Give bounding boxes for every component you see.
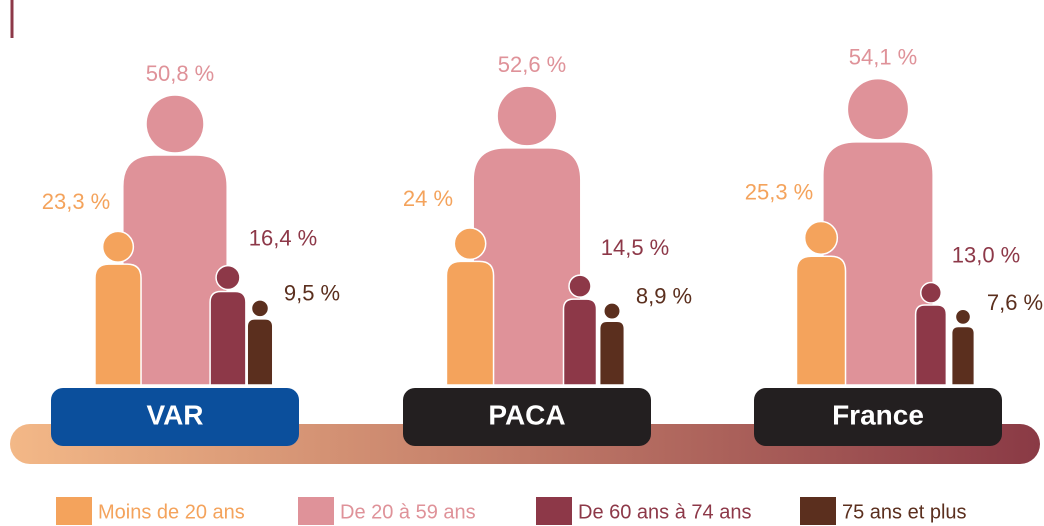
- person-figure: [247, 300, 273, 385]
- value-label: 24 %: [403, 186, 453, 211]
- value-label: 52,6 %: [498, 52, 567, 77]
- value-label: 14,5 %: [601, 235, 670, 260]
- legend-label: De 60 ans à 74 ans: [578, 501, 751, 523]
- person-figure: [952, 309, 975, 385]
- value-label: 16,4 %: [249, 225, 318, 250]
- legend-swatch: [536, 497, 572, 525]
- legend-label: 75 ans et plus: [842, 501, 967, 523]
- value-label: 54,1 %: [849, 44, 918, 69]
- person-figure: [600, 303, 625, 385]
- category-label: VAR: [146, 399, 203, 430]
- value-label: 7,6 %: [987, 290, 1043, 315]
- value-label: 8,9 %: [636, 284, 692, 309]
- value-label: 23,3 %: [42, 189, 111, 214]
- legend-label: De 20 à 59 ans: [340, 501, 476, 523]
- legend-label: Moins de 20 ans: [98, 501, 245, 523]
- category-label: PACA: [488, 399, 565, 430]
- value-label: 9,5 %: [284, 281, 340, 306]
- value-label: 25,3 %: [745, 179, 814, 204]
- value-label: 13,0 %: [952, 242, 1021, 267]
- value-label: 50,8 %: [146, 61, 215, 86]
- legend-swatch: [56, 497, 92, 525]
- legend-swatch: [298, 497, 334, 525]
- chart: 50,8 % 23,3 % 16,4 % 9,5 % VAR 52,6 % 24 % 14,5…: [0, 0, 1044, 526]
- legend-swatch: [800, 497, 836, 525]
- category-label: France: [832, 399, 924, 430]
